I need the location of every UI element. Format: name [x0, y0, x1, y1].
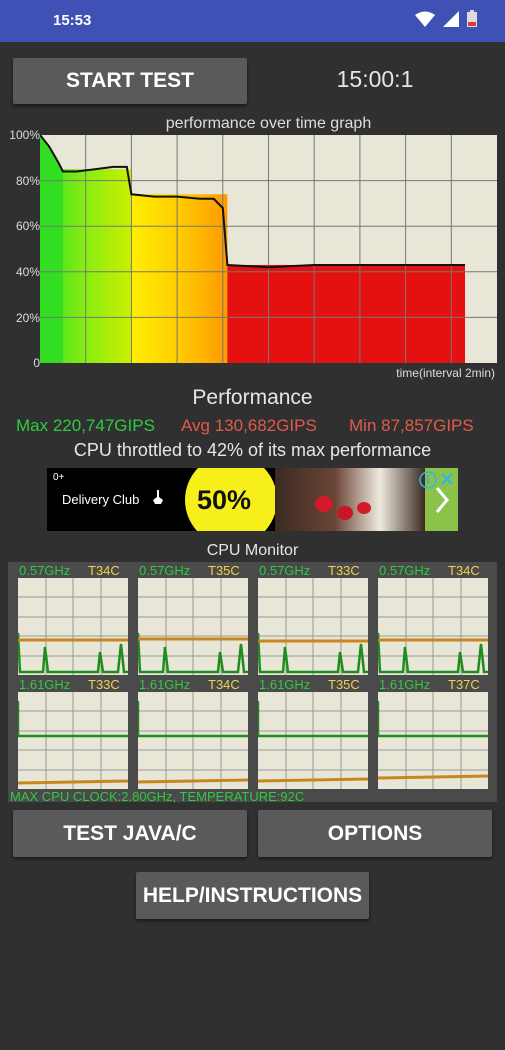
core-graph — [138, 578, 248, 675]
core-frequency-line — [378, 701, 488, 738]
core-graph — [258, 578, 368, 675]
core-frequency: 0.57GHz — [139, 563, 191, 578]
core-frequency: 1.61GHz — [139, 677, 191, 692]
core-graph — [378, 578, 488, 675]
core-temperature: T34C — [208, 677, 240, 692]
core-frequency: 1.61GHz — [259, 677, 311, 692]
core-temperature: T37C — [448, 677, 480, 692]
ad-age-rating: 0+ — [53, 472, 65, 483]
graph-title: performance over time graph — [165, 115, 372, 132]
core-temperature-line — [258, 777, 368, 783]
performance-title: Performance — [192, 386, 313, 409]
core-frequency-line — [378, 632, 488, 674]
ad-brand: Delivery Club — [62, 492, 140, 507]
ad-offer-circle — [185, 468, 277, 531]
performance-line — [40, 135, 465, 269]
y-tick-20: 20% — [15, 311, 40, 325]
ad-close-icon[interactable] — [440, 472, 454, 486]
ad-next-area[interactable] — [425, 468, 458, 531]
performance-segment — [40, 135, 63, 363]
ad-banner[interactable]: 0+ Delivery Club 50% — [47, 468, 458, 531]
core-temperature-line — [18, 779, 128, 785]
performance-graph-svg — [40, 135, 497, 363]
ad-info-icon[interactable] — [419, 471, 437, 489]
wifi-icon — [415, 11, 435, 27]
avg-performance: Avg 130,682GIPS — [181, 416, 317, 435]
core-frequency: 0.57GHz — [19, 563, 71, 578]
status-time: 15:53 — [53, 12, 92, 29]
performance-segment — [227, 264, 466, 363]
y-tick-40: 40% — [15, 265, 40, 279]
core-temperature: T34C — [448, 563, 480, 578]
ad-image — [275, 468, 425, 531]
core-graph — [378, 692, 488, 789]
y-tick-60: 60% — [15, 219, 40, 233]
cpu-monitor-title: CPU Monitor — [206, 542, 299, 559]
battery-icon — [467, 10, 477, 27]
throttle-summary: CPU throttled to 42% of its max performa… — [73, 440, 432, 460]
min-performance: Min 87,857GIPS — [349, 416, 474, 435]
signal-icon — [443, 10, 459, 27]
help-instructions-button[interactable]: HELP/INSTRUCTIONS — [136, 872, 369, 919]
core-graph — [138, 692, 248, 789]
status-bar: 15:53 — [0, 0, 505, 42]
core-frequency-line — [138, 632, 248, 674]
core-temperature: T34C — [88, 563, 120, 578]
core-temperature: T35C — [328, 677, 360, 692]
core-temperature: T33C — [328, 563, 360, 578]
core-frequency-line — [258, 632, 368, 674]
options-button[interactable]: OPTIONS — [258, 810, 492, 857]
status-icons — [415, 10, 477, 27]
core-graph — [258, 692, 368, 789]
test-timer: 15:00:1 — [336, 66, 414, 92]
core-frequency-line — [18, 632, 128, 674]
core-temperature-line — [378, 774, 488, 780]
core-frequency: 0.57GHz — [259, 563, 311, 578]
performance-segment — [131, 194, 228, 363]
max-performance: Max 220,747GIPS — [16, 416, 155, 435]
core-temperature: T33C — [88, 677, 120, 692]
y-tick-0: 0 — [33, 356, 40, 370]
core-temperature: T35C — [208, 563, 240, 578]
cpu-monitor-footer: MAX CPU CLOCK:2.80GHz, TEMPERATURE:92C — [10, 789, 305, 804]
core-frequency: 1.61GHz — [19, 677, 71, 692]
performance-graph — [40, 135, 497, 363]
start-test-button[interactable]: START TEST — [13, 58, 247, 104]
test-java-c-button[interactable]: TEST JAVA/C — [13, 810, 247, 857]
ostrich-logo-icon — [153, 490, 163, 504]
core-graph — [18, 692, 128, 789]
y-tick-100: 100% — [9, 128, 40, 142]
core-frequency-line — [138, 701, 248, 738]
core-frequency-line — [258, 701, 368, 738]
chevron-right-icon — [435, 487, 449, 513]
ad-offer: 50% — [197, 485, 252, 515]
core-frequency-line — [18, 701, 128, 738]
core-frequency: 1.61GHz — [379, 677, 431, 692]
core-graph — [18, 578, 128, 675]
core-temperature-line — [138, 778, 248, 784]
x-axis-label: time(interval 2min) — [396, 366, 495, 380]
core-frequency: 0.57GHz — [379, 563, 431, 578]
y-tick-80: 80% — [15, 174, 40, 188]
